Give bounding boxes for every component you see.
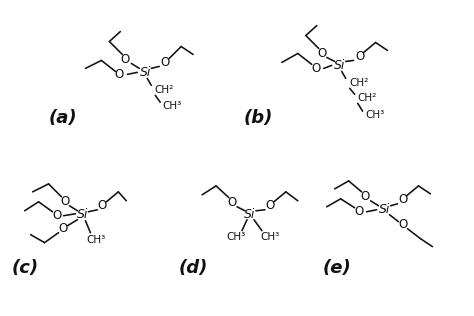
Text: O: O <box>311 62 320 75</box>
Text: CH³: CH³ <box>365 110 384 120</box>
Text: CH³: CH³ <box>87 235 106 245</box>
Text: CH³: CH³ <box>163 101 182 111</box>
Text: (a): (a) <box>48 109 77 127</box>
Text: Si: Si <box>334 59 346 72</box>
Text: O: O <box>161 56 170 69</box>
Text: O: O <box>398 193 407 206</box>
Text: O: O <box>52 209 61 222</box>
Text: Si: Si <box>139 66 151 79</box>
Text: O: O <box>317 47 327 60</box>
Text: CH²: CH² <box>357 93 376 103</box>
Text: (b): (b) <box>243 109 273 127</box>
Text: CH²: CH² <box>155 85 174 95</box>
Text: O: O <box>98 199 107 212</box>
Text: O: O <box>115 68 124 81</box>
Text: O: O <box>228 196 237 209</box>
Text: CH²: CH² <box>349 78 368 88</box>
Text: Si: Si <box>244 208 255 221</box>
Text: O: O <box>360 190 369 203</box>
Text: O: O <box>58 222 67 235</box>
Text: O: O <box>398 218 407 231</box>
Text: O: O <box>354 205 363 218</box>
Text: (d): (d) <box>178 258 208 276</box>
Text: O: O <box>121 53 130 66</box>
Text: (e): (e) <box>322 258 351 276</box>
Text: (c): (c) <box>12 258 39 276</box>
Text: Si: Si <box>379 203 390 216</box>
Text: CH³: CH³ <box>227 232 246 242</box>
Text: O: O <box>355 50 364 63</box>
Text: O: O <box>60 195 69 208</box>
Text: O: O <box>265 199 274 212</box>
Text: CH³: CH³ <box>260 232 280 242</box>
Text: Si: Si <box>77 208 88 221</box>
